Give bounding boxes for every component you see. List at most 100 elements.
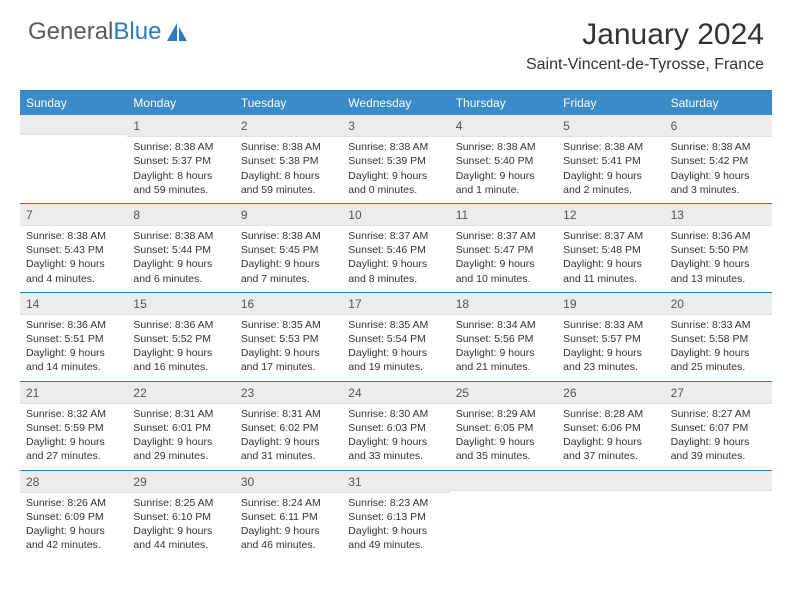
- sunrise-text: Sunrise: 8:38 AM: [456, 140, 551, 154]
- sunset-text: Sunset: 5:48 PM: [563, 243, 658, 257]
- month-title: January 2024: [526, 18, 764, 52]
- day-details: Sunrise: 8:38 AMSunset: 5:45 PMDaylight:…: [235, 226, 342, 292]
- sunset-text: Sunset: 6:05 PM: [456, 421, 551, 435]
- day-details: Sunrise: 8:30 AMSunset: 6:03 PMDaylight:…: [342, 404, 449, 470]
- sunset-text: Sunset: 6:06 PM: [563, 421, 658, 435]
- sunset-text: Sunset: 5:43 PM: [26, 243, 121, 257]
- day-number: [665, 471, 772, 491]
- dayhead-friday: Friday: [557, 91, 664, 115]
- sunrise-text: Sunrise: 8:33 AM: [671, 318, 766, 332]
- sunset-text: Sunset: 5:44 PM: [133, 243, 228, 257]
- daylight-text: Daylight: 9 hours and 13 minutes.: [671, 257, 766, 285]
- day-cell: 20Sunrise: 8:33 AMSunset: 5:58 PMDayligh…: [665, 293, 772, 381]
- sunrise-text: Sunrise: 8:38 AM: [133, 229, 228, 243]
- day-cell: 24Sunrise: 8:30 AMSunset: 6:03 PMDayligh…: [342, 382, 449, 470]
- day-cell: 10 Sunrise: 8:37 AMSunset: 5:46 PMDayligh…: [342, 204, 449, 292]
- day-details: Sunrise: 8:37 AMSunset: 5:47 PMDaylight:…: [450, 226, 557, 292]
- sunrise-text: Sunrise: 8:34 AM: [456, 318, 551, 332]
- day-number: 16: [235, 293, 342, 315]
- logo: GeneralBlue: [28, 18, 191, 46]
- day-cell: 5Sunrise: 8:38 AMSunset: 5:41 PMDaylight…: [557, 115, 664, 203]
- day-number: 10: [342, 204, 449, 226]
- day-number: 30: [235, 471, 342, 493]
- day-details: Sunrise: 8:38 AMSunset: 5:39 PMDaylight:…: [342, 137, 449, 203]
- day-cell: [557, 471, 664, 559]
- dayhead-tuesday: Tuesday: [235, 91, 342, 115]
- day-details: [20, 135, 127, 197]
- day-details: [665, 491, 772, 553]
- day-cell: 13Sunrise: 8:36 AMSunset: 5:50 PMDayligh…: [665, 204, 772, 292]
- daylight-text: Daylight: 9 hours and 1 minute.: [456, 169, 551, 197]
- day-cell: 6Sunrise: 8:38 AMSunset: 5:42 PMDaylight…: [665, 115, 772, 203]
- day-details: Sunrise: 8:34 AMSunset: 5:56 PMDaylight:…: [450, 315, 557, 381]
- title-block: January 2024 Saint-Vincent-de-Tyrosse, F…: [526, 18, 764, 74]
- sunrise-text: Sunrise: 8:26 AM: [26, 496, 121, 510]
- day-details: Sunrise: 8:38 AMSunset: 5:40 PMDaylight:…: [450, 137, 557, 203]
- day-details: Sunrise: 8:38 AMSunset: 5:41 PMDaylight:…: [557, 137, 664, 203]
- sunset-text: Sunset: 5:37 PM: [133, 154, 228, 168]
- sunset-text: Sunset: 6:11 PM: [241, 510, 336, 524]
- daylight-text: Daylight: 9 hours and 23 minutes.: [563, 346, 658, 374]
- day-details: Sunrise: 8:29 AMSunset: 6:05 PMDaylight:…: [450, 404, 557, 470]
- day-number: 3: [342, 115, 449, 137]
- day-details: Sunrise: 8:24 AMSunset: 6:11 PMDaylight:…: [235, 493, 342, 559]
- sunrise-text: Sunrise: 8:36 AM: [133, 318, 228, 332]
- sunrise-text: Sunrise: 8:32 AM: [26, 407, 121, 421]
- day-cell: 14Sunrise: 8:36 AMSunset: 5:51 PMDayligh…: [20, 293, 127, 381]
- day-cell: 29Sunrise: 8:25 AMSunset: 6:10 PMDayligh…: [127, 471, 234, 559]
- daylight-text: Daylight: 9 hours and 2 minutes.: [563, 169, 658, 197]
- day-number: 19: [557, 293, 664, 315]
- sunrise-text: Sunrise: 8:35 AM: [348, 318, 443, 332]
- day-cell: 8Sunrise: 8:38 AMSunset: 5:44 PMDaylight…: [127, 204, 234, 292]
- day-details: Sunrise: 8:36 AMSunset: 5:52 PMDaylight:…: [127, 315, 234, 381]
- day-number: 8: [127, 204, 234, 226]
- day-number: 14: [20, 293, 127, 315]
- sunset-text: Sunset: 5:46 PM: [348, 243, 443, 257]
- day-number: 24: [342, 382, 449, 404]
- sunset-text: Sunset: 6:03 PM: [348, 421, 443, 435]
- sunset-text: Sunset: 6:02 PM: [241, 421, 336, 435]
- sunset-text: Sunset: 5:59 PM: [26, 421, 121, 435]
- sunset-text: Sunset: 5:38 PM: [241, 154, 336, 168]
- daylight-text: Daylight: 9 hours and 39 minutes.: [671, 435, 766, 463]
- day-number: 2: [235, 115, 342, 137]
- sunset-text: Sunset: 5:57 PM: [563, 332, 658, 346]
- sunset-text: Sunset: 5:45 PM: [241, 243, 336, 257]
- sunset-text: Sunset: 5:50 PM: [671, 243, 766, 257]
- day-cell: 23Sunrise: 8:31 AMSunset: 6:02 PMDayligh…: [235, 382, 342, 470]
- day-cell: 31 Sunrise: 8:23 AMSunset: 6:13 PMDayligh…: [342, 471, 449, 559]
- sunset-text: Sunset: 6:09 PM: [26, 510, 121, 524]
- day-number: 4: [450, 115, 557, 137]
- day-details: Sunrise: 8:38 AMSunset: 5:38 PMDaylight:…: [235, 137, 342, 203]
- sunrise-text: Sunrise: 8:27 AM: [671, 407, 766, 421]
- day-number: [557, 471, 664, 491]
- sunrise-text: Sunrise: 8:37 AM: [348, 229, 443, 243]
- sunset-text: Sunset: 6:13 PM: [348, 510, 443, 524]
- day-number: 21: [20, 382, 127, 404]
- sunrise-text: Sunrise: 8:37 AM: [456, 229, 551, 243]
- day-cell: 7Sunrise: 8:38 AMSunset: 5:43 PMDaylight…: [20, 204, 127, 292]
- daylight-text: Daylight: 9 hours and 8 minutes.: [348, 257, 443, 285]
- daylight-text: Daylight: 9 hours and 49 minutes.: [348, 524, 443, 552]
- sunrise-text: Sunrise: 8:38 AM: [348, 140, 443, 154]
- dayhead-saturday: Saturday: [665, 91, 772, 115]
- day-number: 7: [20, 204, 127, 226]
- sunrise-text: Sunrise: 8:36 AM: [671, 229, 766, 243]
- day-details: Sunrise: 8:37 AMSunset: 5:48 PMDaylight:…: [557, 226, 664, 292]
- day-cell: 2Sunrise: 8:38 AMSunset: 5:38 PMDaylight…: [235, 115, 342, 203]
- sunrise-text: Sunrise: 8:23 AM: [348, 496, 443, 510]
- day-details: Sunrise: 8:36 AMSunset: 5:51 PMDaylight:…: [20, 315, 127, 381]
- day-number: 26: [557, 382, 664, 404]
- day-cell: 28Sunrise: 8:26 AMSunset: 6:09 PMDayligh…: [20, 471, 127, 559]
- sunset-text: Sunset: 5:41 PM: [563, 154, 658, 168]
- day-number: 20: [665, 293, 772, 315]
- sunset-text: Sunset: 5:40 PM: [456, 154, 551, 168]
- day-details: Sunrise: 8:36 AMSunset: 5:50 PMDaylight:…: [665, 226, 772, 292]
- daylight-text: Daylight: 9 hours and 25 minutes.: [671, 346, 766, 374]
- day-details: Sunrise: 8:38 AMSunset: 5:42 PMDaylight:…: [665, 137, 772, 203]
- day-number: 31: [342, 471, 449, 493]
- day-cell: 4Sunrise: 8:38 AMSunset: 5:40 PMDaylight…: [450, 115, 557, 203]
- day-cell: 27Sunrise: 8:27 AMSunset: 6:07 PMDayligh…: [665, 382, 772, 470]
- daylight-text: Daylight: 8 hours and 59 minutes.: [241, 169, 336, 197]
- day-details: Sunrise: 8:26 AMSunset: 6:09 PMDaylight:…: [20, 493, 127, 559]
